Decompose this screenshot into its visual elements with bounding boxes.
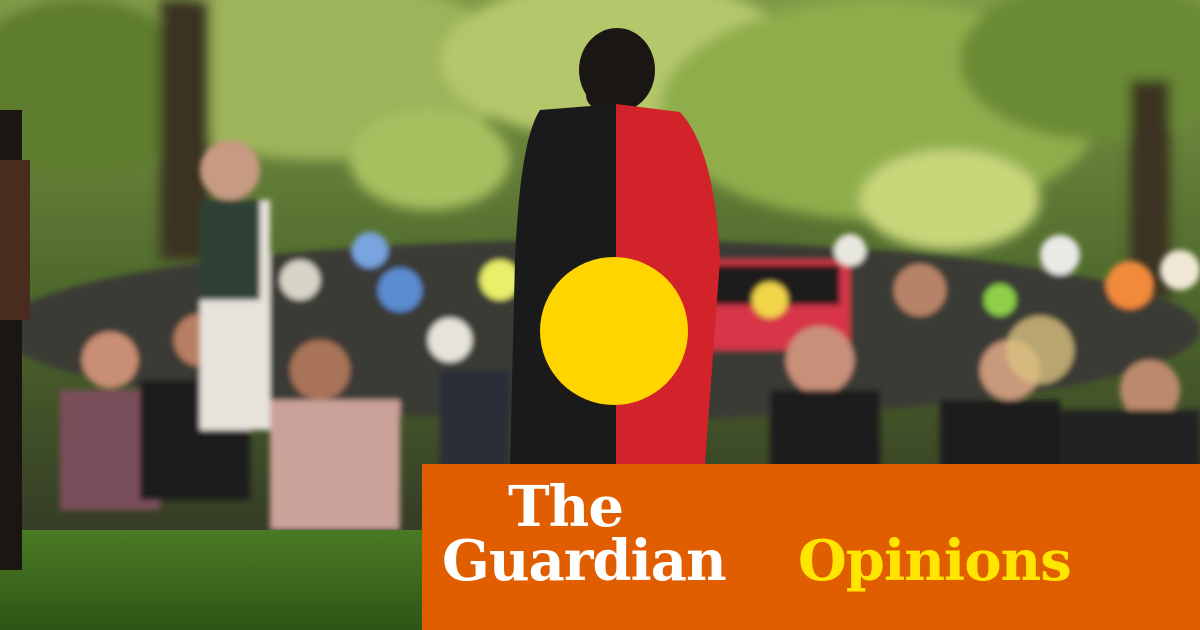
flag-sun-circle: [540, 257, 688, 405]
masthead-the: The: [508, 474, 624, 540]
masthead-guardian: Guardian: [442, 528, 727, 594]
standing-person-left: [0, 110, 30, 570]
opinion-banner: [422, 464, 1200, 630]
guardian-opinions-logo: The Guardian Opinions: [442, 472, 1182, 622]
tree-foliage: [0, 0, 1200, 300]
section-opinions: Opinions: [798, 528, 1072, 594]
crowd: [0, 140, 1200, 530]
woman-with-aboriginal-flag: [510, 28, 720, 464]
